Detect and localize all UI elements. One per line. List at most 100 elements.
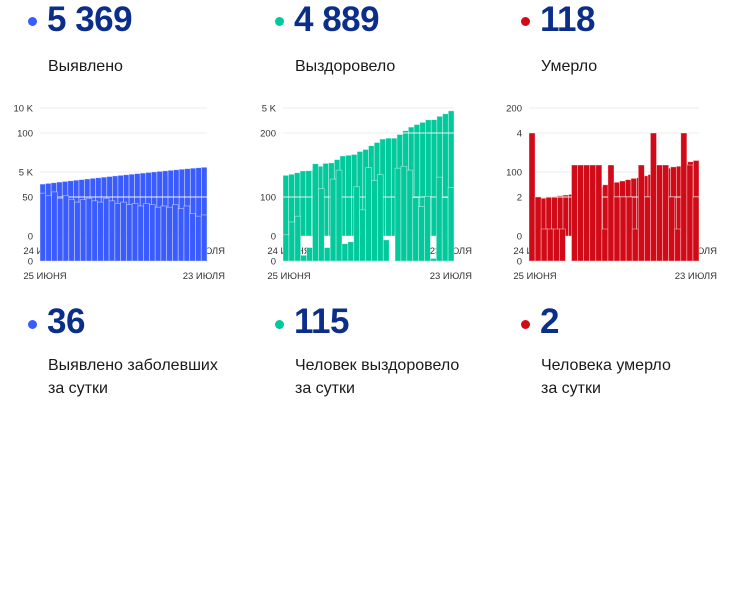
bar[interactable] <box>619 196 627 262</box>
bar[interactable] <box>546 228 554 262</box>
bar[interactable] <box>359 209 366 262</box>
y-tick-label: 200 <box>506 104 522 115</box>
bar[interactable] <box>51 191 58 262</box>
bar[interactable] <box>589 164 597 262</box>
stat-card: 36 Выявлено заболевших за сутки 0 50 100 25 … <box>0 129 246 590</box>
bar[interactable] <box>108 200 116 262</box>
bar[interactable] <box>376 174 384 262</box>
bar[interactable] <box>120 201 127 262</box>
bar[interactable] <box>686 164 694 262</box>
bar[interactable] <box>552 228 560 262</box>
y-tick-label: 0 <box>271 257 276 268</box>
bar[interactable] <box>625 196 633 262</box>
bar[interactable] <box>435 176 443 262</box>
bar[interactable] <box>323 247 331 262</box>
bar[interactable] <box>85 197 93 262</box>
bar[interactable] <box>149 204 156 262</box>
bar[interactable] <box>137 205 145 262</box>
bar[interactable] <box>668 196 676 262</box>
bar[interactable] <box>430 258 437 262</box>
bar[interactable] <box>534 196 542 262</box>
bar[interactable] <box>62 195 70 262</box>
bar[interactable] <box>441 197 449 262</box>
bar[interactable] <box>382 239 390 262</box>
stat-label: за сутки <box>295 380 355 397</box>
bar[interactable] <box>282 234 290 262</box>
bar[interactable] <box>160 205 168 262</box>
y-tick-label: 4 <box>517 129 522 140</box>
legend-dot-icon <box>275 320 284 329</box>
bar[interactable] <box>631 228 639 262</box>
bar[interactable] <box>288 221 296 262</box>
bar[interactable] <box>294 215 302 262</box>
bar[interactable] <box>613 196 621 262</box>
bar[interactable] <box>97 201 104 262</box>
bar[interactable] <box>306 247 313 262</box>
bar[interactable] <box>347 241 355 262</box>
bar[interactable] <box>300 254 307 262</box>
bar[interactable] <box>577 164 584 262</box>
bar[interactable] <box>650 132 657 262</box>
y-tick-label: 0 <box>28 232 33 243</box>
bar[interactable] <box>312 163 319 262</box>
bar[interactable] <box>662 164 669 262</box>
bar[interactable] <box>644 196 651 262</box>
y-tick-label: 200 <box>260 129 276 140</box>
legend-dot-icon <box>521 320 530 329</box>
bar[interactable] <box>335 169 343 262</box>
bar[interactable] <box>540 228 548 262</box>
bar[interactable] <box>559 228 566 262</box>
bar[interactable] <box>571 164 578 262</box>
bar[interactable] <box>595 164 603 262</box>
bar[interactable] <box>329 178 337 262</box>
bar[interactable] <box>166 206 173 262</box>
bar[interactable] <box>74 201 81 262</box>
bar[interactable] <box>318 188 325 262</box>
stat-label: Человек выздоровело <box>295 357 460 374</box>
bar[interactable] <box>674 228 682 262</box>
stat-value: 4 889 <box>294 0 380 39</box>
bar[interactable] <box>353 186 361 262</box>
bar[interactable] <box>102 197 110 262</box>
bar[interactable] <box>365 167 372 262</box>
bar[interactable] <box>177 208 185 262</box>
bar[interactable] <box>154 206 162 262</box>
bar[interactable] <box>601 228 609 262</box>
bar[interactable] <box>114 203 121 262</box>
stat-value: 5 369 <box>47 0 133 39</box>
bar[interactable] <box>189 213 196 262</box>
bar[interactable] <box>172 204 179 262</box>
bar[interactable] <box>39 192 47 262</box>
bar[interactable] <box>607 164 615 262</box>
bar[interactable] <box>79 199 87 262</box>
bar[interactable] <box>126 204 133 262</box>
bar[interactable] <box>418 206 425 262</box>
bar[interactable] <box>91 200 98 262</box>
stat-label: за сутки <box>48 380 108 397</box>
bar[interactable] <box>680 132 688 262</box>
bar[interactable] <box>45 195 52 262</box>
bar[interactable] <box>68 199 75 262</box>
bar[interactable] <box>583 164 591 262</box>
bar[interactable] <box>183 205 191 262</box>
bar[interactable] <box>528 132 536 262</box>
bar[interactable] <box>656 164 663 262</box>
bar[interactable] <box>424 196 431 262</box>
bar[interactable] <box>131 203 139 262</box>
bar[interactable] <box>447 187 455 262</box>
bar[interactable] <box>637 164 645 262</box>
bar[interactable] <box>400 165 408 262</box>
stat-value: 115 <box>294 302 349 341</box>
bar[interactable] <box>143 203 150 262</box>
bar[interactable] <box>371 180 378 262</box>
bar[interactable] <box>200 214 208 262</box>
bar[interactable] <box>692 196 700 262</box>
bar[interactable] <box>412 197 419 262</box>
stat-label: за сутки <box>541 380 601 397</box>
bar[interactable] <box>56 197 64 262</box>
bar[interactable] <box>394 167 402 262</box>
bar[interactable] <box>341 243 349 262</box>
bar[interactable] <box>406 169 414 262</box>
y-tick-label: 0 <box>28 257 33 268</box>
bar[interactable] <box>195 215 202 262</box>
